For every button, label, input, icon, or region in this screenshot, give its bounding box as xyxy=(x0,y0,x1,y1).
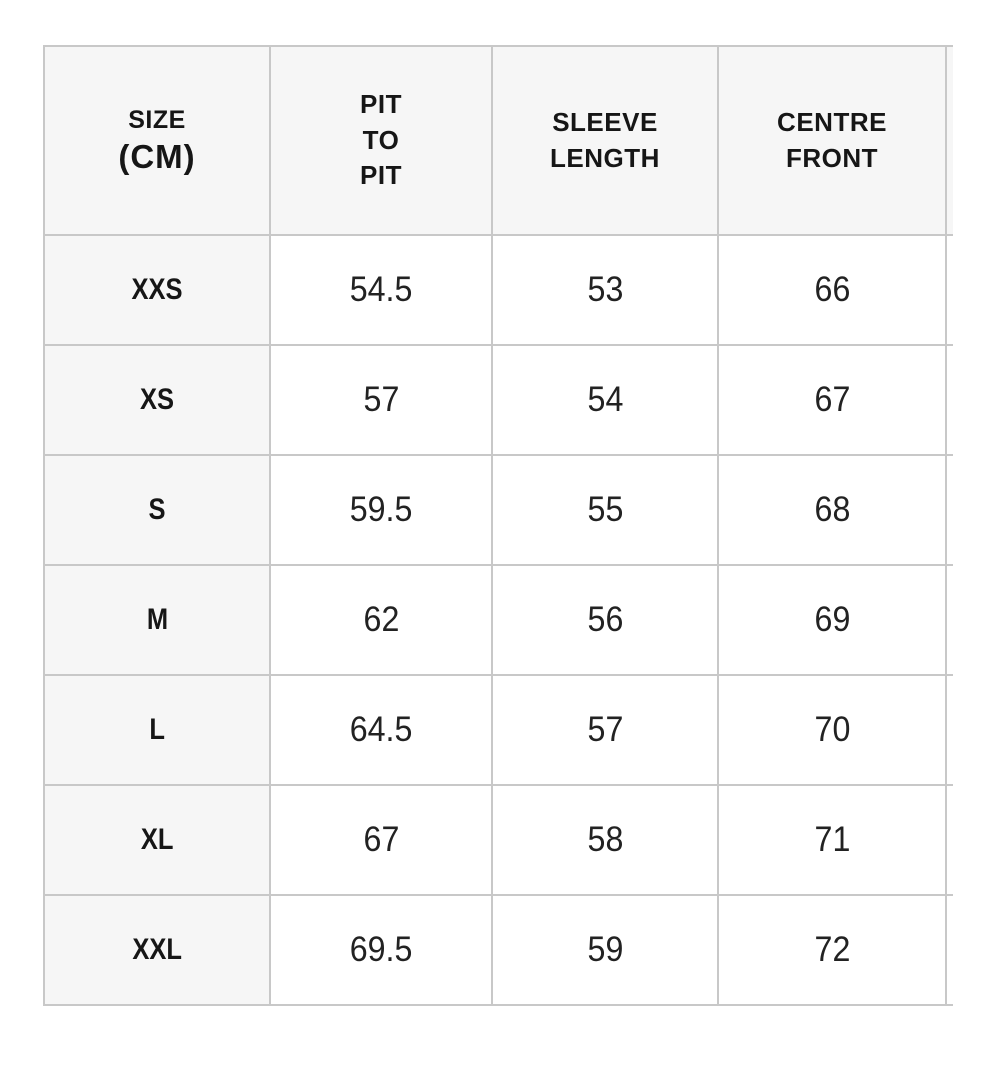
pit-to-pit-value: 69.5 xyxy=(269,894,493,1006)
pit-to-pit-value: 67 xyxy=(269,784,493,896)
pit-to-pit-value: 64.5 xyxy=(269,674,493,786)
size-header-unit: (CM) xyxy=(118,138,196,176)
size-label: XXL xyxy=(132,933,182,966)
centre-front-value: 72 xyxy=(717,894,947,1006)
clipped-value xyxy=(945,454,953,566)
table-row-xxl: XXL 69.5 59 72 xyxy=(43,894,953,1006)
table-row-l: L 64.5 57 70 xyxy=(43,674,953,786)
clipped-value xyxy=(945,344,953,456)
pit-to-pit-header-label: PIT TO PIT xyxy=(360,88,402,191)
clipped-value xyxy=(945,674,953,786)
sleeve-length-value: 56 xyxy=(491,564,719,676)
sleeve-length-value: 57 xyxy=(491,674,719,786)
pit-to-pit-value: 59.5 xyxy=(269,454,493,566)
sleeve-length-value: 55 xyxy=(491,454,719,566)
size-cell: XXL xyxy=(43,894,271,1006)
centre-front-value: 71 xyxy=(717,784,947,896)
table-row-s: S 59.5 55 68 xyxy=(43,454,953,566)
centre-front-value: 68 xyxy=(717,454,947,566)
size-label: XXS xyxy=(131,273,183,306)
size-cell: XS xyxy=(43,344,271,456)
sleeve-length-value: 54 xyxy=(491,344,719,456)
column-header-pit-to-pit: PIT TO PIT xyxy=(269,45,493,236)
centre-front-value: 66 xyxy=(717,234,947,346)
clipped-value xyxy=(945,564,953,676)
size-header-label: SIZE xyxy=(128,105,186,134)
size-label: XL xyxy=(140,823,174,856)
centre-front-value: 69 xyxy=(717,564,947,676)
header-row: SIZE (CM) PIT TO PIT SLEEVE LENGTH CENTR… xyxy=(43,45,953,236)
size-chart-table: SIZE (CM) PIT TO PIT SLEEVE LENGTH CENTR… xyxy=(43,45,953,1006)
size-cell: XXS xyxy=(43,234,271,346)
centre-front-value: 70 xyxy=(717,674,947,786)
clipped-value xyxy=(945,784,953,896)
clipped-value xyxy=(945,894,953,1006)
sleeve-length-header-label: SLEEVE LENGTH xyxy=(550,106,660,173)
size-label: L xyxy=(149,713,165,746)
centre-front-header-label: CENTRE FRONT xyxy=(777,106,887,173)
table-row-xl: XL 67 58 71 xyxy=(43,784,953,896)
clipped-value xyxy=(945,234,953,346)
pit-to-pit-value: 62 xyxy=(269,564,493,676)
size-label: M xyxy=(146,603,168,636)
table-row-xxs: XXS 54.5 53 66 xyxy=(43,234,953,346)
size-cell: M xyxy=(43,564,271,676)
centre-front-value: 67 xyxy=(717,344,947,456)
sleeve-length-value: 53 xyxy=(491,234,719,346)
column-header-size: SIZE (CM) xyxy=(43,45,271,236)
size-cell: L xyxy=(43,674,271,786)
column-header-sleeve-length: SLEEVE LENGTH xyxy=(491,45,719,236)
table-row-m: M 62 56 69 xyxy=(43,564,953,676)
size-chart-scroll-area[interactable]: SIZE (CM) PIT TO PIT SLEEVE LENGTH CENTR… xyxy=(43,45,953,1006)
pit-to-pit-value: 54.5 xyxy=(269,234,493,346)
size-label: XS xyxy=(139,383,175,416)
table-row-xs: XS 57 54 67 xyxy=(43,344,953,456)
sleeve-length-value: 59 xyxy=(491,894,719,1006)
column-header-clipped xyxy=(945,45,953,236)
column-header-centre-front: CENTRE FRONT xyxy=(717,45,947,236)
size-cell: S xyxy=(43,454,271,566)
size-label: S xyxy=(148,493,166,526)
sleeve-length-value: 58 xyxy=(491,784,719,896)
pit-to-pit-value: 57 xyxy=(269,344,493,456)
size-cell: XL xyxy=(43,784,271,896)
